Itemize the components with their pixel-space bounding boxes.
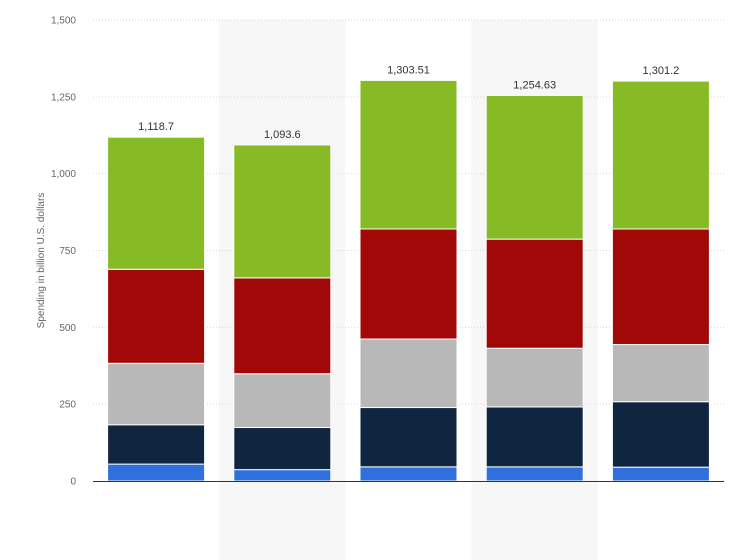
bar-segment	[233, 277, 332, 375]
bar-total-label: 1,254.63	[513, 79, 556, 91]
y-tick-label: 0	[70, 477, 76, 488]
bar-segment	[233, 469, 332, 482]
bar-segment	[233, 144, 332, 279]
bar-total-label: 1,093.6	[264, 129, 301, 141]
bar-total-label: 1,303.51	[387, 64, 430, 76]
y-tick-label: 1,250	[51, 92, 76, 103]
bar-segment	[359, 338, 458, 409]
bar-segment	[611, 228, 710, 346]
bar-segment	[359, 79, 458, 230]
bar-segment	[359, 466, 458, 482]
bar-total-label: 1,301.2	[643, 65, 680, 77]
bar-segment	[107, 268, 206, 364]
bar-segment	[611, 466, 710, 482]
bar-segment	[107, 463, 206, 482]
bar-segment	[107, 424, 206, 465]
y-tick-label: 750	[59, 246, 76, 257]
bar-segment	[485, 94, 584, 240]
y-axis-ticks: 0 250 500 750 1,000 1,250 1,500	[51, 16, 76, 488]
y-tick-label: 1,000	[51, 169, 76, 180]
bars	[107, 79, 710, 482]
bar-segment	[359, 407, 458, 468]
bar-segment	[107, 136, 206, 270]
y-tick-label: 1,500	[51, 16, 76, 27]
bar-segment	[611, 344, 710, 403]
total-labels: 1,118.7 1,093.6 1,303.51 1,254.63 1,301.2	[138, 64, 679, 141]
bar-segment	[611, 80, 710, 230]
bar-segment	[485, 347, 584, 408]
bar-segment	[233, 373, 332, 429]
y-tick-label: 250	[59, 400, 76, 411]
bar-total-label: 1,118.7	[138, 121, 174, 133]
bar-segment	[485, 466, 584, 482]
bar-segment	[359, 228, 458, 340]
bar-segment	[485, 238, 584, 349]
bar-segment	[233, 427, 332, 471]
y-tick-label: 500	[59, 323, 76, 334]
bar-segment	[485, 406, 584, 468]
bar-segment	[107, 362, 206, 426]
y-axis-title: Spending in billion U.S. dollars	[36, 193, 47, 329]
bar-segment	[611, 401, 710, 468]
